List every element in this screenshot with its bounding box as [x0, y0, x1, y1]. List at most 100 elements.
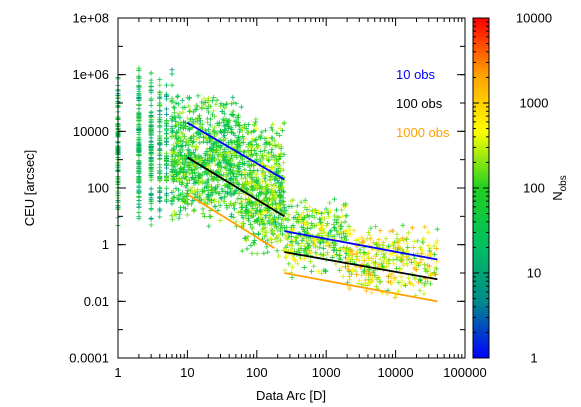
scatter-point — [394, 236, 400, 242]
scatter-point — [185, 115, 191, 121]
scatter-point — [215, 156, 221, 162]
scatter-point — [234, 139, 240, 145]
scatter-point — [225, 190, 231, 196]
scatter-point — [276, 204, 282, 210]
scatter-point — [343, 233, 349, 239]
scatter-point — [277, 153, 283, 159]
scatter-point — [265, 183, 271, 189]
scatter-point — [321, 245, 327, 251]
scatter-point — [360, 239, 366, 245]
scatter-point — [419, 239, 425, 245]
scatter-point — [197, 140, 203, 146]
scatter-point — [324, 210, 330, 216]
scatter-point — [174, 136, 180, 142]
scatter-point — [337, 252, 343, 258]
scatter-point — [355, 281, 361, 287]
scatter-point — [333, 228, 339, 234]
scatter-point — [376, 242, 382, 248]
scatter-point — [236, 134, 242, 140]
scatter-point — [269, 217, 275, 223]
scatter-point — [193, 191, 199, 197]
scatter-point — [180, 109, 186, 115]
scatter-point — [337, 223, 343, 229]
scatter-point — [427, 281, 433, 287]
scatter-point — [386, 257, 392, 263]
scatter-point — [228, 175, 234, 181]
scatter-point — [365, 229, 371, 235]
scatter-point — [404, 241, 410, 247]
scatter-point — [136, 115, 142, 121]
scatter-point — [280, 160, 286, 166]
scatter-point — [422, 281, 428, 287]
scatter-point — [301, 220, 307, 226]
scatter-point — [282, 215, 288, 221]
scatter-point — [331, 225, 337, 231]
scatter-point — [199, 121, 205, 127]
scatter-point — [278, 197, 284, 203]
scatter-point — [262, 224, 268, 230]
scatter-point — [424, 279, 430, 285]
scatter-point — [365, 236, 371, 242]
scatter-point — [178, 166, 184, 172]
scatter-point — [178, 144, 184, 150]
scatter-point — [201, 134, 207, 140]
scatter-point — [243, 216, 249, 222]
scatter-point — [170, 142, 176, 148]
scatter-point — [212, 204, 218, 210]
scatter-point — [422, 266, 428, 272]
scatter-point — [418, 280, 424, 286]
scatter-point — [316, 216, 322, 222]
scatter-point — [227, 192, 233, 198]
scatter-point — [264, 244, 270, 250]
scatter-point — [382, 250, 388, 256]
scatter-point — [359, 254, 365, 260]
scatter-point — [255, 211, 261, 217]
scatter-point — [267, 176, 273, 182]
scatter-point — [365, 280, 371, 286]
scatter-point — [312, 237, 318, 243]
scatter-point — [302, 197, 308, 203]
scatter-point — [321, 252, 327, 258]
scatter-point — [192, 162, 198, 168]
scatter-point — [260, 186, 266, 192]
scatter-point — [136, 102, 142, 108]
scatter-point — [342, 219, 348, 225]
scatter-point — [404, 260, 410, 266]
colorbar-tick-label: 100 — [523, 181, 545, 196]
scatter-point — [239, 172, 245, 178]
scatter-point — [267, 196, 273, 202]
scatter-point — [175, 101, 181, 107]
scatter-point — [157, 165, 163, 171]
scatter-point — [280, 231, 286, 237]
scatter-point — [302, 246, 308, 252]
scatter-point — [324, 250, 330, 256]
scatter-point — [201, 213, 207, 219]
scatter-point — [349, 247, 355, 253]
scatter-point — [148, 119, 154, 125]
scatter-point — [320, 225, 326, 231]
scatter-point — [182, 198, 188, 204]
scatter-point — [171, 194, 177, 200]
scatter-point — [376, 279, 382, 285]
scatter-point — [278, 207, 284, 213]
scatter-point — [334, 214, 340, 220]
scatter-point — [394, 231, 400, 237]
scatter-point — [299, 237, 305, 243]
scatter-point — [252, 219, 258, 225]
scatter-point — [273, 181, 279, 187]
scatter-point — [327, 200, 333, 206]
scatter-point — [204, 148, 210, 154]
scatter-point — [197, 113, 203, 119]
scatter-point — [246, 218, 252, 224]
scatter-point — [206, 164, 212, 170]
scatter-point — [198, 157, 204, 163]
scatter-point — [361, 250, 367, 256]
scatter-point — [157, 82, 163, 88]
x-tick-label: 10000 — [378, 365, 414, 380]
scatter-point — [370, 270, 376, 276]
scatter-point — [346, 252, 352, 258]
scatter-point — [192, 173, 198, 179]
scatter-point — [379, 261, 385, 267]
scatter-point — [294, 234, 300, 240]
scatter-point — [377, 279, 383, 285]
